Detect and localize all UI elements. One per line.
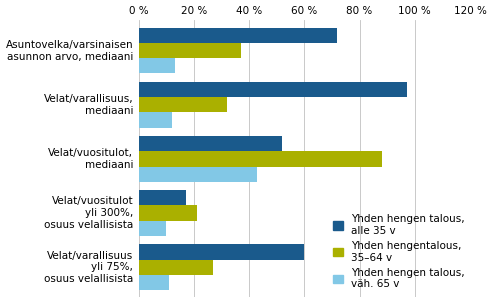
Bar (139, 260, 213, 275)
Bar (139, 82, 406, 97)
Bar (139, 190, 185, 205)
Bar (139, 112, 172, 128)
Bar (139, 245, 305, 260)
Bar (139, 221, 166, 236)
Bar (139, 136, 282, 152)
Bar (139, 167, 257, 182)
Bar (139, 43, 241, 58)
Bar (139, 275, 169, 290)
Bar (139, 97, 227, 112)
Bar (139, 205, 197, 221)
Bar (139, 58, 175, 73)
Bar (139, 28, 338, 43)
Legend: Yhden hengen talous,
alle 35 v, Yhden hengentalous,
35–64 v, Yhden hengen talous: Yhden hengen talous, alle 35 v, Yhden he… (334, 214, 465, 289)
Bar (139, 152, 382, 167)
